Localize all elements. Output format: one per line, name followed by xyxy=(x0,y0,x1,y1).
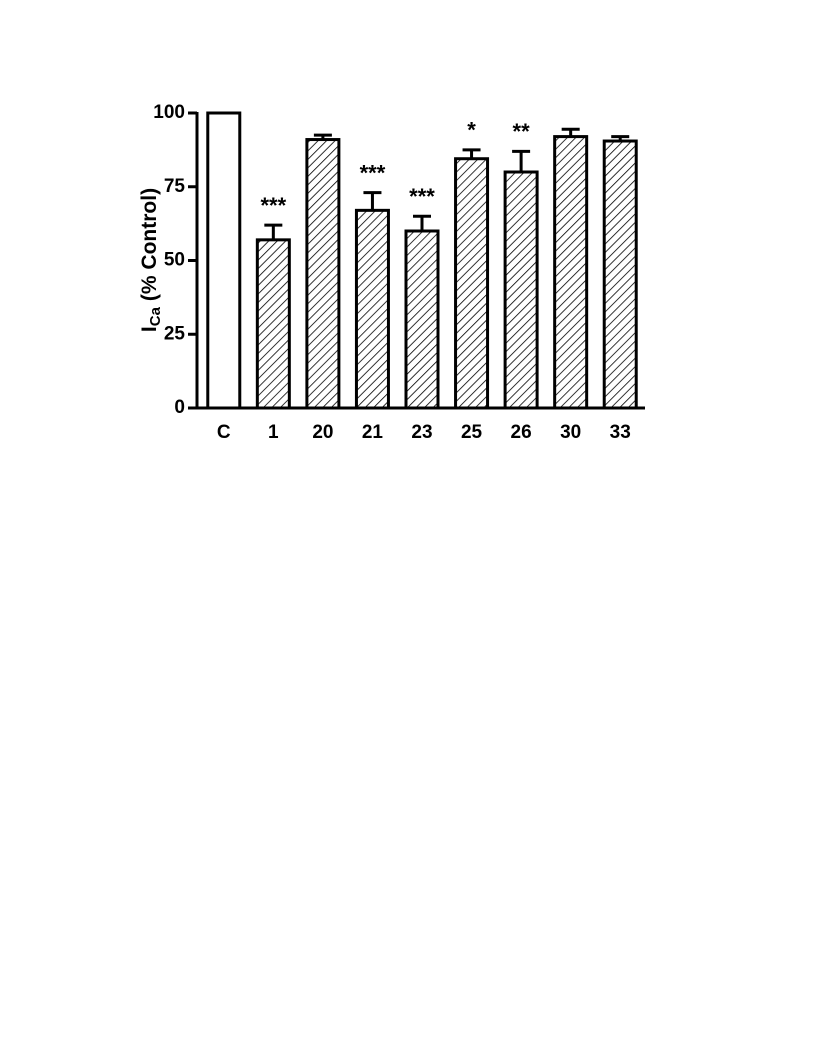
error-bar xyxy=(363,191,382,211)
significance-label: *** xyxy=(260,193,286,218)
bar xyxy=(305,138,341,410)
x-tick-label: 33 xyxy=(610,422,631,443)
bar xyxy=(354,208,390,410)
bar xyxy=(206,111,242,410)
y-label-main: I xyxy=(138,326,161,332)
y-tick-label: 75 xyxy=(164,176,186,197)
bar xyxy=(255,238,291,410)
x-tick-label: 30 xyxy=(560,422,581,443)
y-tick-label: 25 xyxy=(164,323,186,344)
y-tick-label: 50 xyxy=(164,250,185,271)
bar xyxy=(503,170,539,410)
x-tick-label: C xyxy=(217,422,231,443)
x-tick-label: 21 xyxy=(362,422,384,443)
significance-label: * xyxy=(467,118,476,143)
y-label-sub: Ca xyxy=(147,306,164,326)
bar xyxy=(602,139,638,410)
y-tick-label: 0 xyxy=(174,397,185,418)
significance-label: *** xyxy=(409,184,435,209)
x-tick-label: 26 xyxy=(511,422,532,443)
error-bar xyxy=(413,214,431,231)
bar xyxy=(404,229,440,410)
y-axis-label: ICa (% Control) xyxy=(138,188,164,332)
significance-label: ** xyxy=(513,119,531,144)
y-tick-label: 100 xyxy=(153,102,185,123)
x-tick-label: 23 xyxy=(411,422,432,443)
bar xyxy=(454,157,490,410)
x-tick-label: 1 xyxy=(268,422,279,443)
y-label-rest: (% Control) xyxy=(138,188,161,301)
x-tick-label: 20 xyxy=(312,422,333,443)
error-bar xyxy=(264,223,283,240)
significance-label: *** xyxy=(360,160,386,185)
bar xyxy=(553,135,589,410)
x-tick-label: 25 xyxy=(461,422,483,443)
error-bar xyxy=(512,149,531,172)
